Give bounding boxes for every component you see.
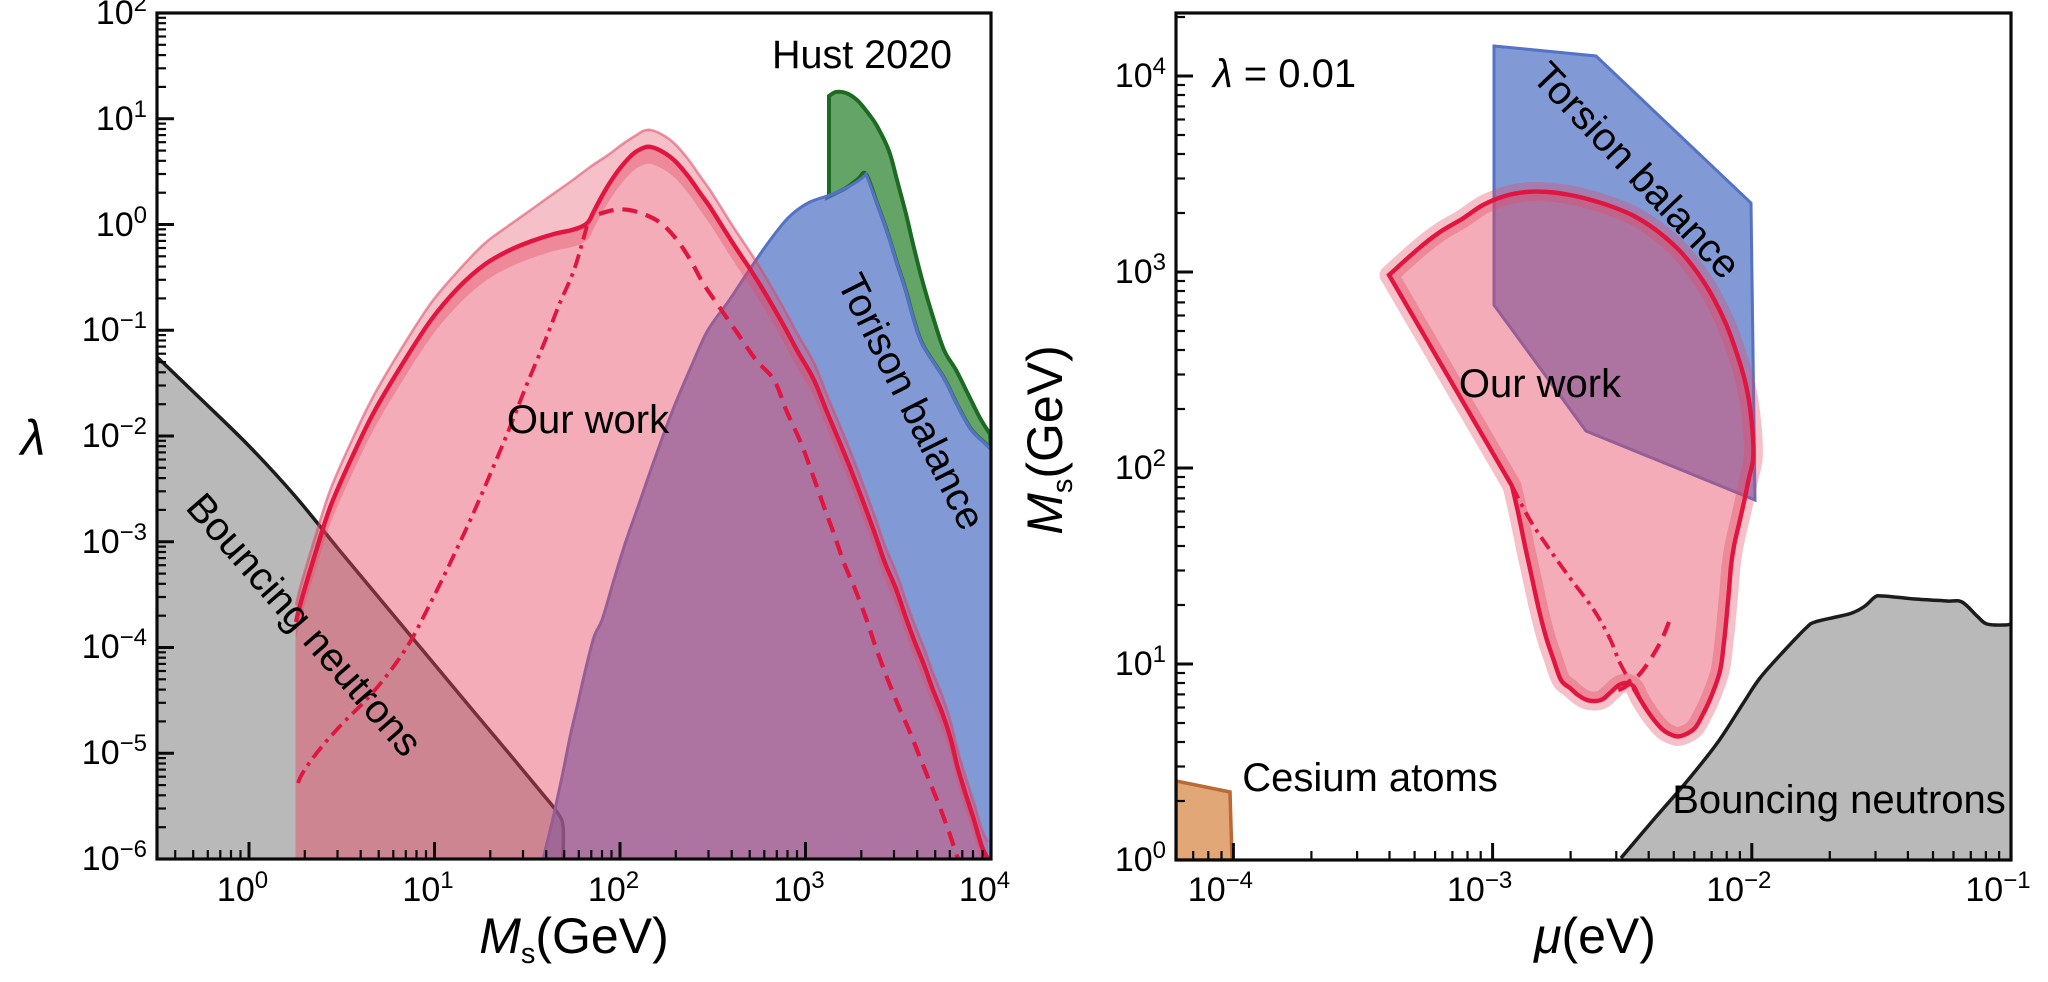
svg-text:104: 104 — [959, 867, 1010, 909]
svg-text:10−1: 10−1 — [1965, 867, 2030, 909]
svg-text:Ms(GeV): Ms(GeV) — [479, 908, 669, 970]
svg-text:μ(eV): μ(eV) — [1532, 908, 1656, 964]
svg-text:103: 103 — [773, 867, 824, 909]
svg-text:λ: λ — [18, 410, 46, 466]
svg-text:10−2: 10−2 — [1706, 867, 1771, 909]
svg-text:102: 102 — [588, 867, 639, 909]
svg-text:Hust 2020: Hust 2020 — [772, 33, 952, 77]
svg-text:λ = 0.01: λ = 0.01 — [1211, 52, 1356, 96]
svg-text:Ms(GeV): Ms(GeV) — [1017, 345, 1079, 535]
svg-text:10−4: 10−4 — [1188, 867, 1253, 909]
svg-text:Our work: Our work — [507, 398, 670, 442]
svg-text:101: 101 — [402, 867, 453, 909]
svg-text:Cesium atoms: Cesium atoms — [1242, 756, 1498, 800]
svg-text:Bouncing neutrons: Bouncing neutrons — [1672, 778, 2006, 822]
svg-text:Our work: Our work — [1459, 362, 1622, 406]
svg-text:100: 100 — [217, 867, 268, 909]
svg-text:10−3: 10−3 — [1447, 867, 1512, 909]
